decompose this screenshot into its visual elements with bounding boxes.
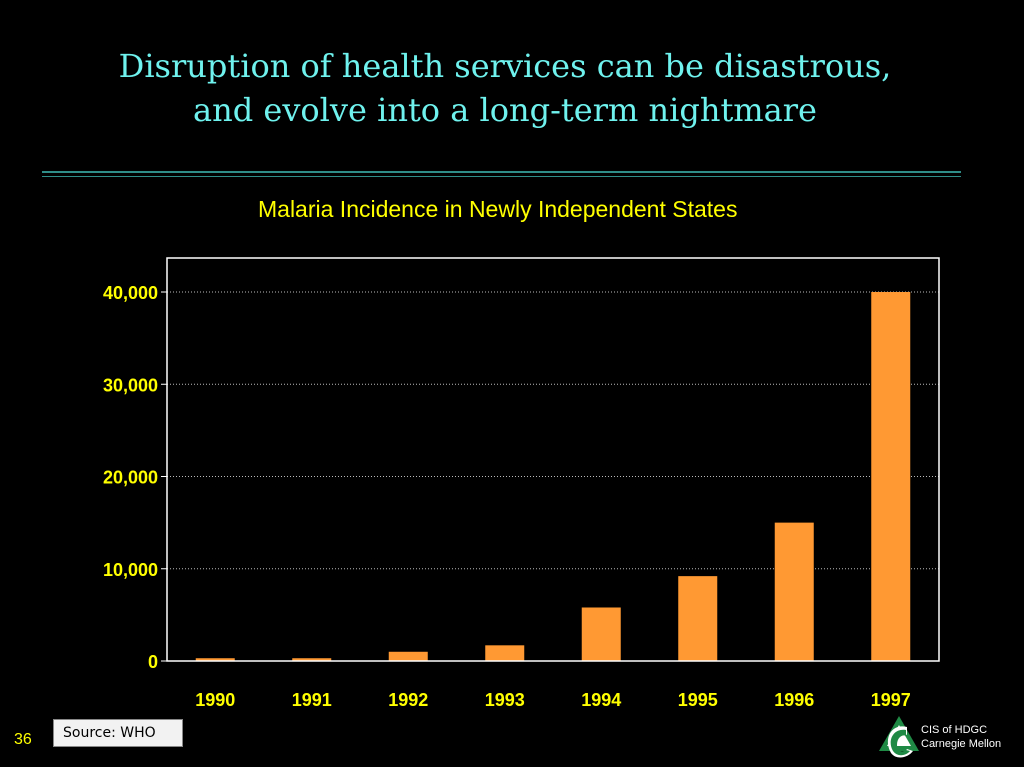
y-tick-label: 30,000	[103, 375, 158, 395]
title-divider-thin	[42, 176, 961, 177]
bar	[388, 651, 428, 661]
x-tick-label: 1995	[678, 690, 718, 710]
bar	[292, 658, 332, 661]
title-line-2: and evolve into a long-term nightmare	[193, 91, 817, 129]
y-tick-label: 0	[148, 652, 158, 672]
x-tick-label: 1990	[195, 690, 235, 710]
x-tick-label: 1991	[292, 690, 332, 710]
logo-line-1: CIS of HDGC	[921, 724, 988, 736]
x-tick-label: 1994	[581, 690, 621, 710]
bar	[678, 576, 718, 661]
x-tick-label: 1997	[871, 690, 911, 710]
bar	[581, 607, 621, 661]
plot-frame	[166, 257, 940, 662]
title-line-1: Disruption of health services can be dis…	[118, 47, 892, 85]
x-tick-label: 1996	[774, 690, 814, 710]
source-note: Source: WHO	[53, 719, 183, 747]
bar	[774, 522, 814, 661]
y-tick-label: 20,000	[103, 468, 158, 488]
logo-line-2: Carnegie Mellon	[921, 738, 1002, 750]
x-tick-label: 1993	[485, 690, 525, 710]
slide-title: Disruption of health services can be dis…	[0, 44, 1010, 132]
bar	[485, 645, 525, 661]
chart-title: Malaria Incidence in Newly Independent S…	[258, 196, 738, 222]
title-divider	[42, 171, 961, 173]
bar	[871, 292, 911, 661]
y-tick-label: 10,000	[103, 560, 158, 580]
page-number: 36	[14, 731, 32, 748]
y-tick-label: 40,000	[103, 283, 158, 303]
cmu-logo-icon	[879, 716, 919, 758]
logo-text: CIS of HDGC Carnegie Mellon	[921, 723, 1001, 751]
x-tick-label: 1992	[388, 690, 428, 710]
bar	[195, 658, 235, 661]
